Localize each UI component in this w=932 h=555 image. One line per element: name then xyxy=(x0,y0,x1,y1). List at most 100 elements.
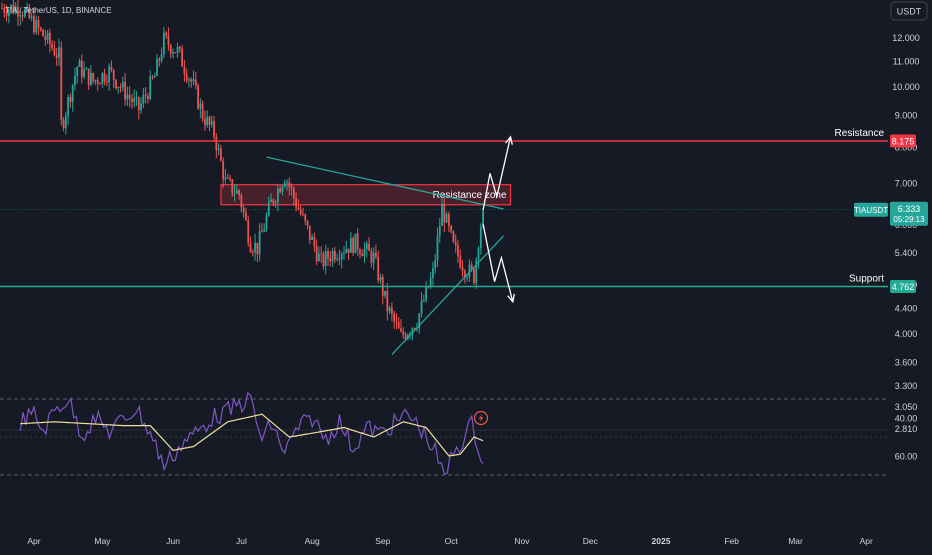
candle[interactable] xyxy=(320,253,323,255)
candle[interactable] xyxy=(359,249,361,254)
candle[interactable] xyxy=(23,10,26,17)
candle[interactable] xyxy=(313,236,316,247)
candle[interactable] xyxy=(115,79,117,89)
candle[interactable] xyxy=(329,258,332,262)
candle[interactable] xyxy=(162,32,165,55)
candle[interactable] xyxy=(110,66,113,70)
candle[interactable] xyxy=(388,307,391,312)
candle[interactable] xyxy=(90,72,92,85)
candle[interactable] xyxy=(477,248,480,260)
candle[interactable] xyxy=(438,226,441,237)
candle[interactable] xyxy=(167,35,170,46)
candle[interactable] xyxy=(349,237,352,253)
candle[interactable] xyxy=(445,213,448,223)
candle[interactable] xyxy=(194,79,197,86)
candle[interactable] xyxy=(39,27,42,30)
candle[interactable] xyxy=(432,268,434,278)
candle[interactable] xyxy=(112,69,115,80)
candle[interactable] xyxy=(62,120,65,128)
candle[interactable] xyxy=(281,186,284,193)
candle[interactable] xyxy=(318,253,320,262)
candle[interactable] xyxy=(443,203,446,223)
candle[interactable] xyxy=(78,60,81,67)
candle[interactable] xyxy=(308,225,311,240)
candle[interactable] xyxy=(263,229,266,232)
candle[interactable] xyxy=(105,81,108,83)
candle[interactable] xyxy=(58,47,60,58)
candle[interactable] xyxy=(69,96,72,103)
candle[interactable] xyxy=(108,66,111,82)
candle[interactable] xyxy=(133,98,136,103)
candle[interactable] xyxy=(201,103,204,120)
candle[interactable] xyxy=(302,214,304,216)
candle[interactable] xyxy=(231,179,234,194)
candle[interactable] xyxy=(213,121,215,137)
candle[interactable] xyxy=(35,19,38,33)
candle[interactable] xyxy=(119,86,122,88)
candle[interactable] xyxy=(368,243,370,251)
candle[interactable] xyxy=(21,15,24,17)
candle[interactable] xyxy=(19,15,22,17)
candle[interactable] xyxy=(338,258,341,260)
candle[interactable] xyxy=(235,190,238,194)
candle[interactable] xyxy=(452,231,455,242)
candle[interactable] xyxy=(315,246,318,262)
candle[interactable] xyxy=(238,190,241,196)
candle[interactable] xyxy=(48,32,51,45)
candle[interactable] xyxy=(352,237,355,254)
candle[interactable] xyxy=(131,98,133,103)
bullish-projection[interactable] xyxy=(482,136,512,210)
candle[interactable] xyxy=(461,267,464,271)
candle[interactable] xyxy=(402,331,405,336)
candle[interactable] xyxy=(126,94,129,100)
candle[interactable] xyxy=(256,242,259,255)
candle[interactable] xyxy=(372,252,375,263)
candle[interactable] xyxy=(447,213,450,226)
candle[interactable] xyxy=(393,313,396,322)
candle[interactable] xyxy=(343,252,345,254)
candle[interactable] xyxy=(466,277,469,279)
candle[interactable] xyxy=(60,47,63,121)
candle[interactable] xyxy=(124,81,127,100)
candle[interactable] xyxy=(482,209,484,228)
candle[interactable] xyxy=(377,257,380,281)
candle[interactable] xyxy=(379,276,382,281)
candle[interactable] xyxy=(479,227,482,249)
candle[interactable] xyxy=(283,182,286,187)
candle[interactable] xyxy=(215,136,218,151)
candle[interactable] xyxy=(450,225,453,232)
candle[interactable] xyxy=(14,6,17,13)
candle[interactable] xyxy=(429,277,432,288)
candle[interactable] xyxy=(204,119,206,126)
candle[interactable] xyxy=(3,8,6,13)
candle[interactable] xyxy=(413,328,416,330)
candle[interactable] xyxy=(219,148,222,161)
candle[interactable] xyxy=(272,199,275,204)
candle[interactable] xyxy=(390,307,393,314)
candle[interactable] xyxy=(229,177,231,180)
candle[interactable] xyxy=(299,209,302,215)
candle[interactable] xyxy=(340,253,343,260)
candle[interactable] xyxy=(46,32,49,40)
candle[interactable] xyxy=(270,199,272,203)
candle[interactable] xyxy=(463,270,466,278)
candle[interactable] xyxy=(28,7,31,18)
candle[interactable] xyxy=(51,44,54,49)
candle[interactable] xyxy=(454,241,457,246)
candle[interactable] xyxy=(178,46,181,49)
candle[interactable] xyxy=(361,253,364,257)
candle[interactable] xyxy=(397,322,400,329)
candle[interactable] xyxy=(254,242,256,253)
candle[interactable] xyxy=(222,160,225,180)
candle[interactable] xyxy=(169,45,172,54)
candle[interactable] xyxy=(226,177,229,179)
candle[interactable] xyxy=(276,188,279,203)
candle[interactable] xyxy=(475,259,478,284)
candle[interactable] xyxy=(327,251,329,259)
candle[interactable] xyxy=(292,188,295,198)
candle[interactable] xyxy=(12,4,15,13)
candle[interactable] xyxy=(156,58,158,76)
price-axis[interactable] xyxy=(888,0,932,550)
candle[interactable] xyxy=(37,19,40,28)
